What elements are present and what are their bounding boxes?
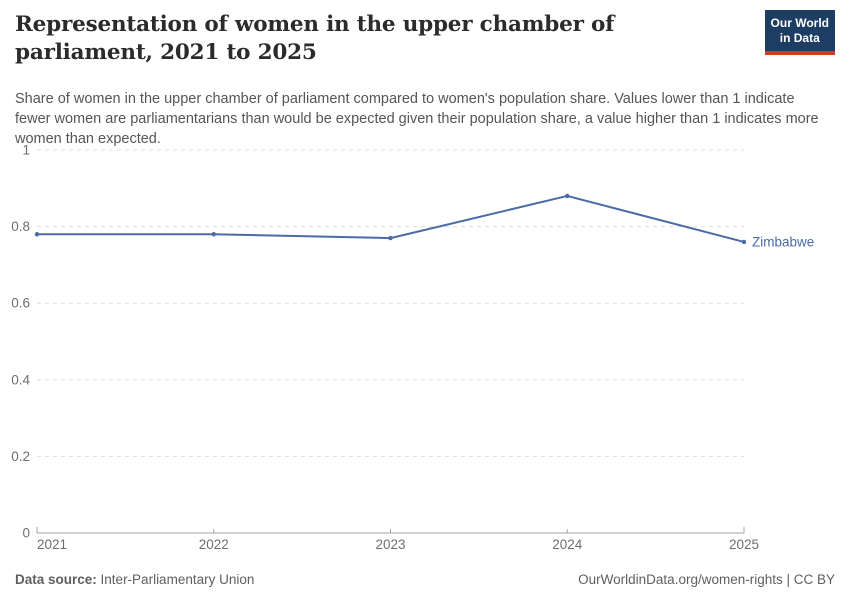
data-point xyxy=(388,235,393,241)
data-point xyxy=(741,239,747,245)
owid-logo-line1: Our World xyxy=(770,16,829,30)
x-tick-label: 2025 xyxy=(729,537,759,552)
data-point xyxy=(565,193,570,199)
data-point xyxy=(211,232,216,237)
entity-label: Zimbabwe xyxy=(752,234,814,249)
x-tick-label: 2022 xyxy=(199,537,229,552)
owid-url-license[interactable]: OurWorldinData.org/women-rights | CC BY xyxy=(578,572,835,587)
y-tick-label: 0 xyxy=(22,526,30,541)
y-tick-label: 0.6 xyxy=(11,296,30,311)
chart-subtitle: Share of women in the upper chamber of p… xyxy=(15,91,819,147)
datasource-value: Inter-Parliamentary Union xyxy=(100,572,255,587)
series-line xyxy=(36,194,745,243)
datasource-label: Data source: xyxy=(15,572,97,587)
data-point xyxy=(34,232,40,237)
y-tick-label: 0.4 xyxy=(11,372,30,387)
x-tick-label: 2023 xyxy=(375,537,405,552)
chart-title: Representation of women in the upper cha… xyxy=(15,12,615,66)
owid-logo[interactable]: Our World in Data xyxy=(764,10,835,55)
datasource: Data source: Inter-Parliamentary Union xyxy=(15,572,254,587)
y-tick-label: 1 xyxy=(22,143,30,158)
x-tick-label: 2024 xyxy=(552,537,583,552)
chart-footer: Data source: Inter-Parliamentary Union O… xyxy=(15,572,835,587)
y-tick-label: 0.2 xyxy=(11,449,30,464)
x-tick-label: 2021 xyxy=(37,537,67,552)
y-tick-label: 0.8 xyxy=(11,219,30,234)
owid-logo-line2: in Data xyxy=(779,31,820,45)
